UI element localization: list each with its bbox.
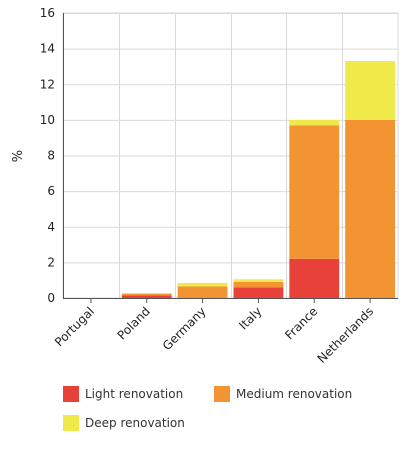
x-tick-label: Poland <box>115 304 153 342</box>
legend-label-light: Light renovation <box>85 387 184 401</box>
bar-italy-light[interactable] <box>233 287 284 298</box>
y-axis-label: % <box>11 150 26 162</box>
y-tick-label: 4 <box>47 220 55 234</box>
x-tick-label: Netherlands <box>315 304 377 366</box>
y-tick-label: 2 <box>47 255 55 269</box>
bar-france-medium[interactable] <box>289 125 340 259</box>
legend-swatch-deep <box>63 415 79 431</box>
chart: 0 2 4 6 8 10 12 14 16 Portugal Poland Germany Italy F… <box>11 6 399 366</box>
bar-poland-light[interactable] <box>121 295 172 298</box>
bar-poland-medium[interactable] <box>121 293 172 296</box>
legend: Light renovation Medium renovation Deep … <box>0 378 419 458</box>
x-tick-label: France <box>282 304 320 342</box>
y-tick-label: 8 <box>47 149 55 163</box>
legend-item-deep[interactable]: Deep renovation <box>63 415 185 431</box>
legend-label-deep: Deep renovation <box>85 416 185 430</box>
bar-germany-deep[interactable] <box>177 282 228 287</box>
bar-germany-medium[interactable] <box>177 286 228 298</box>
y-tick-label: 10 <box>40 113 55 127</box>
legend-label-medium: Medium renovation <box>236 387 353 401</box>
bar-italy-deep[interactable] <box>233 279 284 282</box>
x-tick-label: Portugal <box>52 304 97 349</box>
y-tick-label: 0 <box>47 291 55 305</box>
x-tick-label: Italy <box>236 304 264 332</box>
y-tick-label: 14 <box>40 42 55 56</box>
bar-netherlands-medium[interactable] <box>345 119 395 298</box>
legend-swatch-medium <box>214 386 230 402</box>
legend-item-medium[interactable]: Medium renovation <box>214 386 352 402</box>
bar-netherlands-deep[interactable] <box>345 61 395 120</box>
legend-swatch-light <box>63 386 79 402</box>
legend-item-light[interactable]: Light renovation <box>63 386 183 402</box>
bar-france-light[interactable] <box>289 258 340 298</box>
y-tick-label: 6 <box>47 184 55 198</box>
bar-italy-medium[interactable] <box>233 281 284 288</box>
bars <box>121 61 395 298</box>
y-tick-label: 16 <box>40 6 55 20</box>
bar-france-deep[interactable] <box>289 119 340 126</box>
grid <box>62 12 399 299</box>
x-tick-label: Germany <box>160 304 209 353</box>
y-tick-label: 12 <box>40 77 55 91</box>
